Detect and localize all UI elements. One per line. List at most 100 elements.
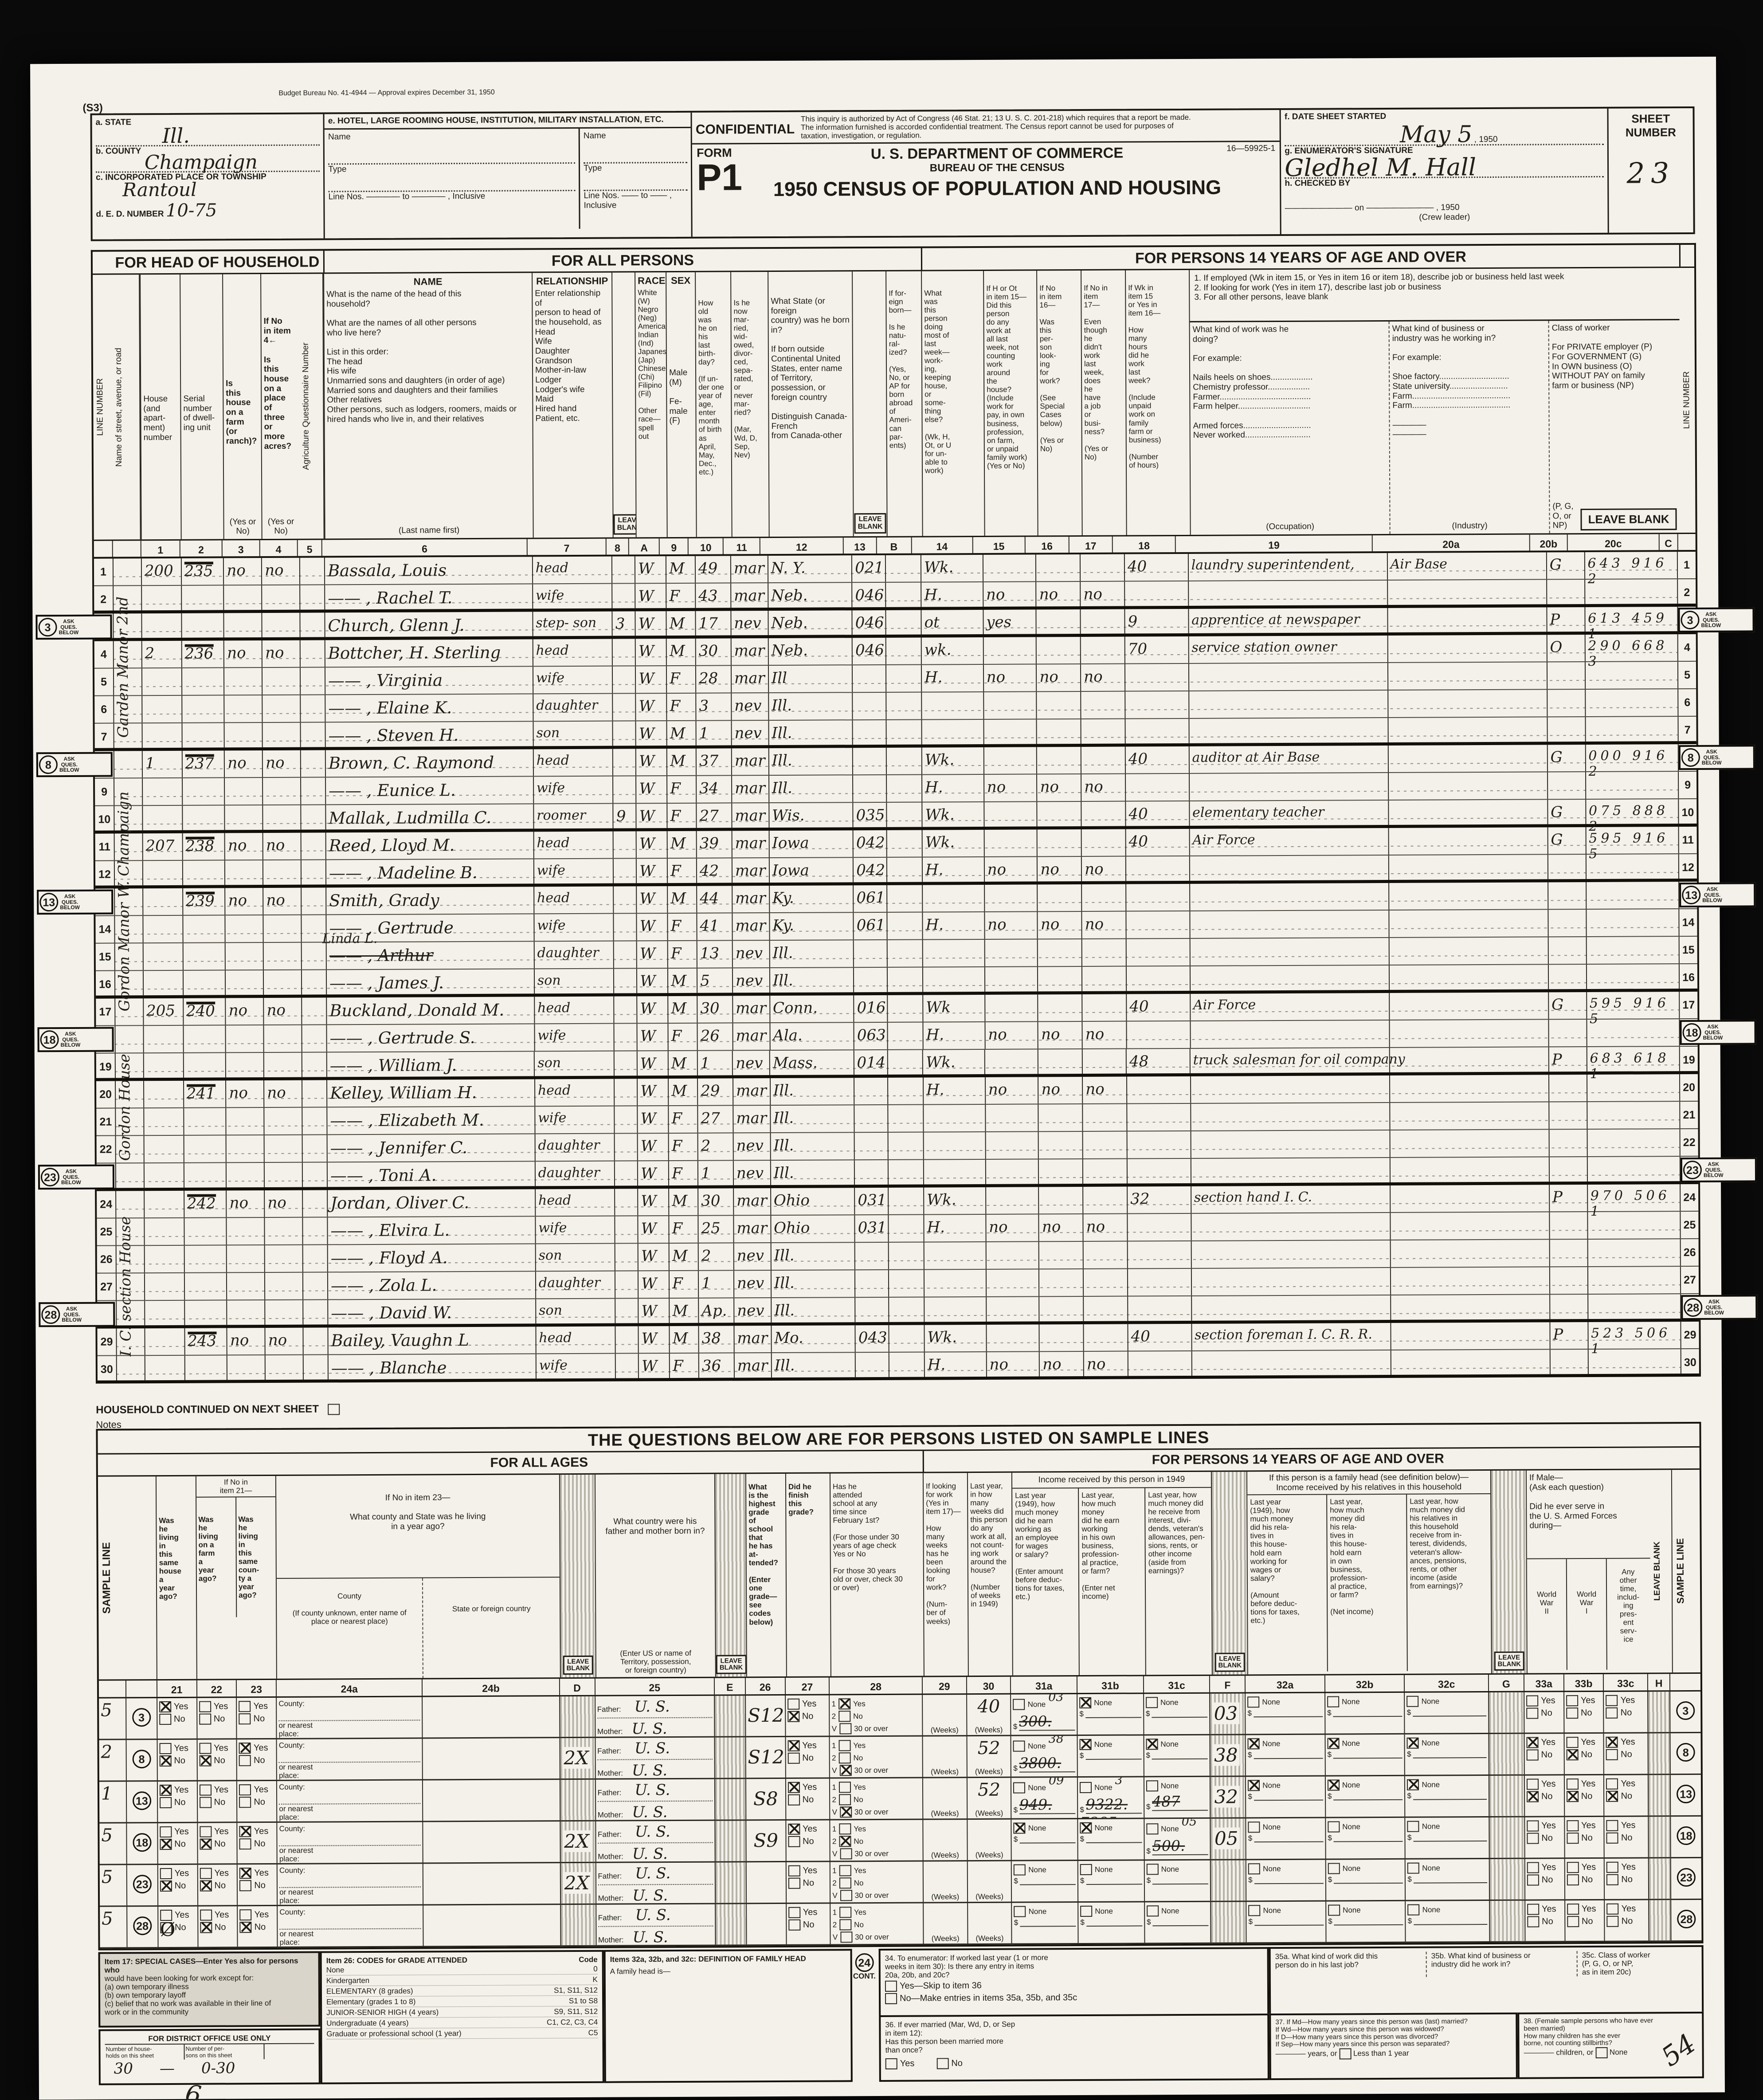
cell-sex: F <box>667 1023 697 1051</box>
sample-column-headers: SAMPLE LINE Was he living in this same h… <box>98 1469 1700 1681</box>
cell-q18 <box>1081 939 1126 966</box>
cell-sex: M <box>667 996 697 1023</box>
cell-q18 <box>1081 1049 1126 1074</box>
cell-code <box>1587 1157 1680 1182</box>
hotel-label: e. HOTEL, LARGE ROOMING HOUSE, INSTITUTI… <box>324 112 691 130</box>
cell-b <box>854 1270 889 1297</box>
cell-lnr: 1 <box>1677 551 1696 579</box>
item37-suffix: years, or <box>1308 2049 1337 2058</box>
name-value: Bassala, Louis <box>327 561 447 581</box>
cell-nat <box>886 940 922 967</box>
none-checkbox-icon <box>1146 1864 1159 1875</box>
cell-farm <box>224 915 263 942</box>
none-checkbox-icon <box>1013 1782 1026 1794</box>
none-row: None <box>1145 1697 1208 1708</box>
cell-acres: no <box>264 1190 302 1217</box>
checkbox-row: No <box>787 1794 828 1806</box>
cell-lnl: 11 <box>98 840 110 853</box>
checkbox-row: Yes <box>1606 1736 1646 1748</box>
checkbox-icon <box>788 1836 800 1847</box>
none-checkbox-icon <box>1013 1822 1026 1834</box>
income-group-label: Income received by this person in 1949 <box>1012 1472 1211 1489</box>
hotel-block: e. HOTEL, LARGE ROOMING HOUSE, INSTITUTI… <box>324 112 693 239</box>
attend-label: No <box>853 1795 863 1804</box>
cell-farm <box>226 1218 264 1245</box>
cell-ind <box>1387 580 1547 605</box>
cell-race: W <box>638 1326 669 1353</box>
cell-farm: no <box>224 833 263 860</box>
amount-line: 3800. <box>1019 1754 1075 1773</box>
sample-cell-G <box>1489 1817 1524 1858</box>
form-code: P1 <box>697 156 743 198</box>
cell-a <box>615 1354 639 1378</box>
cell-occ <box>1190 1075 1389 1103</box>
sample-cell-H <box>1648 1900 1671 1941</box>
cell-q17 <box>1038 1296 1083 1322</box>
item17-body: would have been looking for work except … <box>104 1974 271 2017</box>
col-line-number-left: LINE NUMBER <box>95 378 105 436</box>
cell-q16 <box>984 1049 1038 1074</box>
amount-value: 949. <box>1019 1796 1052 1813</box>
cell-acres <box>264 1272 303 1300</box>
col-birthplace-text: What State (or foreign country) was he b… <box>771 296 850 441</box>
checkbox-row: No <box>1526 1749 1562 1761</box>
cell-acres <box>264 1245 302 1272</box>
cell-nat <box>887 1105 923 1132</box>
checkbox-label: Yes <box>214 1785 229 1795</box>
none-checkbox-icon <box>1247 1696 1260 1708</box>
attend-checkbox-icon <box>839 1865 851 1876</box>
cell-nat <box>887 1077 923 1104</box>
county-label: County: <box>279 1866 306 1875</box>
cell-lnr: 24 <box>1680 1184 1699 1211</box>
number-cell: 21 <box>156 1680 196 1697</box>
col-e-leave-blank: LEAVE BLANK <box>714 1474 746 1677</box>
checkbox-row: No <box>1567 1916 1602 1927</box>
cell-name: Kelley, William H. <box>326 1079 535 1107</box>
amount-line <box>1152 1716 1208 1718</box>
cell-q16 <box>985 1159 1038 1184</box>
father-value: U. S. <box>635 1864 671 1883</box>
sample-cell-c29: (Weeks) <box>922 1861 967 1902</box>
cell-q17 <box>1038 1324 1083 1351</box>
checkbox-row: No <box>159 1797 195 1809</box>
cell-rel: wife <box>535 1216 615 1244</box>
checkbox-row: Yes <box>1527 1820 1562 1832</box>
cell-agri <box>300 777 325 805</box>
cell-occ <box>1190 1130 1390 1158</box>
cell-race: W <box>636 941 668 968</box>
sample-cell-c25: Father: U. S. Mother: U. S. <box>595 1821 715 1862</box>
serial-value: 242 <box>187 1194 216 1213</box>
cell-agri <box>302 1190 327 1217</box>
cell-q17 <box>1036 719 1081 744</box>
sample-line-number-badge: 23 <box>133 1875 152 1894</box>
cell-race: W <box>635 749 667 776</box>
number-cell: 24b <box>422 1679 559 1696</box>
cell-hrs <box>1127 1296 1191 1321</box>
none-checkbox-icon <box>1146 1739 1158 1750</box>
cell-name: —— , Virginia <box>324 667 533 695</box>
father-row: Father: U. S. <box>598 1823 713 1841</box>
mother-label: Mother: <box>597 1769 623 1778</box>
cell-farm <box>225 1108 264 1135</box>
cell-ind <box>1389 1157 1549 1182</box>
sample-cell-c30: 52 (Weeks) <box>966 1778 1011 1819</box>
item34-box: 34. To enumerator: If worked last year (… <box>878 1947 1269 2016</box>
col-25-text: What country were his father and mother … <box>605 1516 705 1536</box>
sample-cell-c25: Father: U. S. Mother: U. S. <box>595 1862 715 1904</box>
number-cell: 11 <box>723 538 760 554</box>
mother-value: U. S. <box>632 1928 668 1945</box>
amount-line <box>1333 1757 1403 1759</box>
cell-a <box>611 556 635 583</box>
cell-age: Ap. <box>698 1298 734 1323</box>
cell-a <box>613 1024 637 1051</box>
cell-b <box>853 967 887 993</box>
checkbox-row: Yes <box>239 1743 274 1754</box>
number-cell: 15 <box>972 537 1025 553</box>
attend-prefix: V <box>832 1808 837 1817</box>
none-checkbox-icon <box>1013 1699 1025 1710</box>
weeks-label: (Weeks) <box>931 1892 960 1901</box>
